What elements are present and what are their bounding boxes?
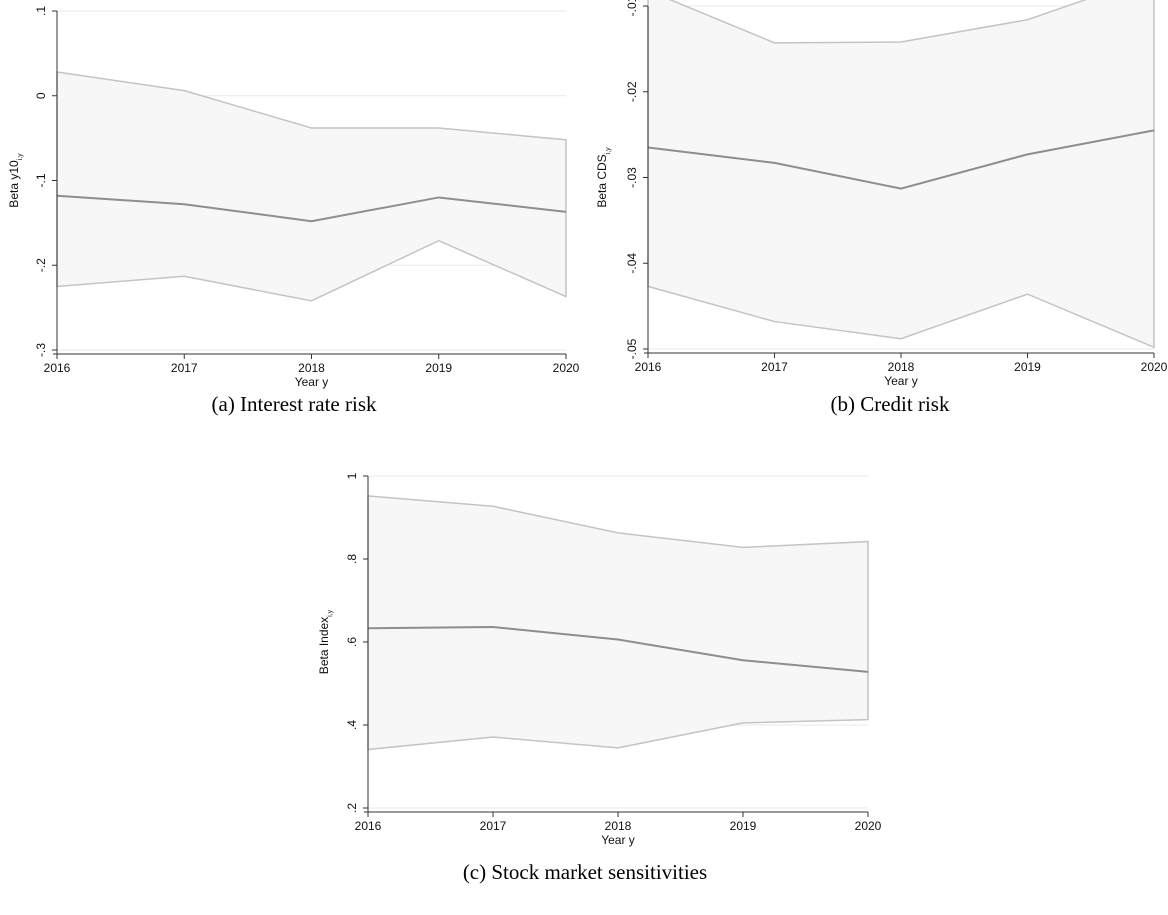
- caption-stock-market: (c) Stock market sensitivities: [462, 860, 708, 884]
- y-tick-label-1: .4: [345, 720, 359, 730]
- y-axis-title-subscript: i,y: [17, 153, 24, 161]
- confidence-band: [367, 495, 869, 751]
- x-tick-label-1: 2017: [171, 361, 198, 375]
- y-tick-label-4: .1: [34, 6, 48, 16]
- y-axis-title: Beta CDSi,y: [595, 147, 612, 208]
- x-tick-label-2: 2018: [888, 360, 915, 374]
- y-axis-title-subscript: i,y: [605, 147, 612, 155]
- y-axis-title-main: Beta CDS: [595, 154, 609, 207]
- y-tick-label-3: -.02: [625, 81, 639, 102]
- y-tick-label-3: 0: [34, 92, 48, 99]
- y-axis-title-main: Beta y10: [7, 160, 21, 208]
- x-tick-label-2: 2018: [298, 361, 325, 375]
- y-tick-label-3: .8: [345, 554, 359, 564]
- x-tick-label-1: 2017: [480, 819, 507, 833]
- x-axis-title: Year y: [601, 833, 635, 847]
- x-tick-label-3: 2019: [730, 819, 757, 833]
- y-axis-title: Beta y10i,y: [7, 153, 24, 208]
- chart-panel-stock-market: .2 .4 .6 .8 1 2016 2017 2018 2019 2020 Year y Beta …: [317, 472, 882, 847]
- x-tick-label-4: 2020: [553, 361, 580, 375]
- x-axis-title: Year y: [884, 374, 918, 388]
- confidence-band: [56, 71, 567, 302]
- y-tick-label-4: -.01: [625, 0, 639, 16]
- estimate-line: [367, 626, 869, 673]
- x-tick-label-2: 2018: [605, 819, 632, 833]
- y-tick-label-4: 1: [345, 472, 359, 479]
- y-axis-title-subscript: i,y: [327, 609, 334, 617]
- caption-credit-risk: (b) Credit risk: [830, 392, 950, 416]
- x-tick-label-0: 2016: [635, 360, 662, 374]
- x-tick-label-4: 2020: [855, 819, 882, 833]
- x-tick-label-3: 2019: [1014, 360, 1041, 374]
- x-tick-label-4: 2020: [1141, 360, 1168, 374]
- y-tick-label-2: -.03: [625, 167, 639, 188]
- estimate-line: [647, 129, 1155, 190]
- x-tick-label-0: 2016: [355, 819, 382, 833]
- estimate-line: [56, 194, 567, 223]
- x-tick-label-1: 2017: [761, 360, 788, 374]
- chart-panel-credit-risk: -.05 -.04 -.03 -.02 -.01 2016 2017 2018 2019 2020…: [595, 0, 1168, 388]
- y-tick-label-2: -.1: [34, 173, 48, 187]
- x-tick-label-0: 2016: [44, 361, 71, 375]
- y-tick-label-1: -.04: [625, 253, 639, 274]
- x-tick-label-3: 2019: [425, 361, 452, 375]
- y-tick-label-2: .6: [345, 637, 359, 647]
- y-tick-label-0: -.05: [625, 338, 639, 359]
- y-tick-label-0: -.3: [34, 343, 48, 357]
- y-axis-title: Beta Indexi,y: [317, 609, 334, 674]
- x-axis-title: Year y: [295, 375, 329, 389]
- chart-panel-interest-rate: -.3 -.2 -.1 0 .1 2016 2017 2018 2019 2020 Year y Be…: [7, 6, 580, 389]
- caption-interest-rate: (a) Interest rate risk: [211, 392, 377, 416]
- y-axis-title-main: Beta Index: [317, 617, 331, 674]
- y-tick-label-1: -.2: [34, 258, 48, 272]
- y-tick-label-0: .2: [345, 803, 359, 813]
- confidence-band: [647, 0, 1155, 349]
